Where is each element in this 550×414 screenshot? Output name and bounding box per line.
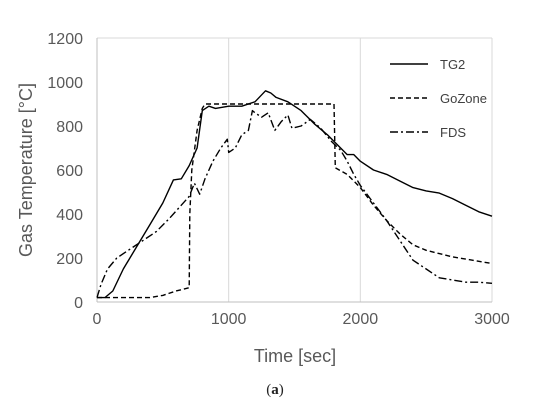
series-lines bbox=[96, 90, 493, 299]
y-axis-label: Gas Temperature [°C] bbox=[16, 83, 36, 257]
x-tick-label: 0 bbox=[93, 311, 102, 328]
series-line-tg2 bbox=[97, 90, 493, 299]
axes bbox=[96, 37, 492, 303]
line-chart: 0 1000 2000 3000 0 200 400 600 800 1000 1200 Gas T… bbox=[16, 31, 510, 366]
legend-label-tg2: TG2 bbox=[440, 57, 465, 72]
legend-label-gozone: GoZone bbox=[440, 91, 487, 106]
legend: TG2 GoZone FDS bbox=[390, 57, 487, 140]
x-axis-label: Time [sec] bbox=[254, 346, 336, 366]
figure-caption: (a) bbox=[0, 382, 550, 399]
gridlines bbox=[228, 38, 493, 302]
series-line-gozone bbox=[97, 103, 493, 299]
y-tick-label: 1000 bbox=[47, 75, 83, 92]
legend-label-fds: FDS bbox=[440, 125, 466, 140]
caption-letter: a bbox=[271, 382, 279, 398]
y-tick-label: 800 bbox=[56, 119, 83, 136]
caption-close: ) bbox=[278, 382, 284, 398]
x-tick-label: 2000 bbox=[343, 311, 379, 328]
series-line-fds bbox=[96, 109, 493, 298]
y-tick-label: 1200 bbox=[47, 31, 83, 48]
caption-open: ( bbox=[266, 382, 272, 398]
tick-labels: 0 1000 2000 3000 0 200 400 600 800 1000 1200 bbox=[47, 31, 509, 328]
x-tick-label: 3000 bbox=[474, 311, 510, 328]
x-tick-label: 1000 bbox=[211, 311, 247, 328]
y-tick-label: 0 bbox=[74, 295, 83, 312]
y-tick-label: 600 bbox=[56, 163, 83, 180]
y-tick-label: 200 bbox=[56, 251, 83, 268]
y-tick-label: 400 bbox=[56, 207, 83, 224]
